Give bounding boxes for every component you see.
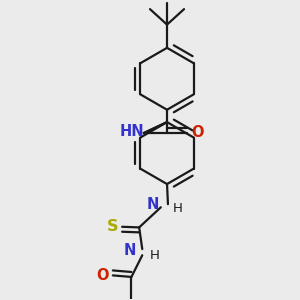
Text: N: N [147, 197, 159, 212]
Text: S: S [107, 219, 118, 234]
Text: H: H [173, 202, 183, 215]
Text: H: H [150, 249, 160, 262]
Text: O: O [97, 268, 109, 283]
Text: O: O [191, 125, 204, 140]
Text: HN: HN [119, 124, 144, 139]
Text: N: N [124, 243, 136, 258]
